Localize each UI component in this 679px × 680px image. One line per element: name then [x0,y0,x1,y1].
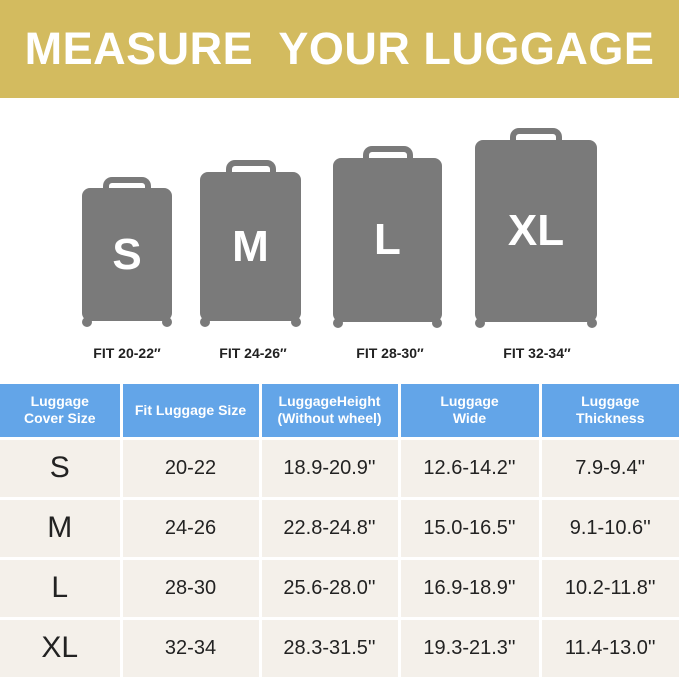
size-letter: S [82,188,172,321]
suitcase-xl: XL [475,128,597,328]
column-header: Fit Luggage Size [119,384,262,440]
table-cell: 25.6-28.0'' [258,556,401,620]
table-cell: 7.9-9.4'' [538,436,679,500]
suitcase-s: S [82,177,172,327]
table-cell: S [0,436,123,500]
suitcase-l: L [333,146,442,328]
table-cell: 18.9-20.9'' [258,436,401,500]
fit-label: FIT 24-26″ [219,345,287,361]
table-cell: 12.6-14.2'' [397,436,542,500]
table-cell: 28.3-31.5'' [258,616,401,680]
table-cell: 28-30 [119,556,262,620]
column-header: Luggage Wide [397,384,542,440]
table-cell: L [0,556,123,620]
table-row: S 20-22 18.9-20.9'' 12.6-14.2'' 7.9-9.4'' [0,436,679,500]
handle-icon [510,128,562,146]
column-header: Luggage Cover Size [0,384,123,440]
table-cell: XL [0,616,123,680]
table-cell: 32-34 [119,616,262,680]
column-header: LuggageHeight (Without wheel) [258,384,401,440]
size-letter: XL [475,140,597,322]
table-cell: 9.1-10.6'' [538,496,679,560]
table-cell: 10.2-11.8'' [538,556,679,620]
table-row: M 24-26 22.8-24.8'' 15.0-16.5'' 9.1-10.6'' [0,496,679,560]
table-header-row: Luggage Cover Size Fit Luggage Size Lugg… [0,384,679,440]
table-cell: 11.4-13.0'' [538,616,679,680]
fit-label: FIT 32-34″ [503,345,571,361]
table-cell: 15.0-16.5'' [397,496,542,560]
size-letter: M [200,172,301,321]
suitcase-m: M [200,160,301,327]
title-banner: MEASURE YOUR LUGGAGE [0,0,679,98]
handle-icon [103,177,151,193]
table-cell: 22.8-24.8'' [258,496,401,560]
page-title: MEASURE YOUR LUGGAGE [24,23,655,74]
fit-label: FIT 20-22″ [93,345,161,361]
handle-icon [225,160,276,177]
column-header: Luggage Thickness [538,384,679,440]
table-row: XL 32-34 28.3-31.5'' 19.3-21.3'' 11.4-13.0'' [0,616,679,680]
size-table: Luggage Cover Size Fit Luggage Size Lugg… [0,384,679,680]
table-row: L 28-30 25.6-28.0'' 16.9-18.9'' 10.2-11.8'' [0,556,679,620]
table-cell: 24-26 [119,496,262,560]
table-cell: 19.3-21.3'' [397,616,542,680]
size-letter: L [333,158,442,322]
table-cell: 16.9-18.9'' [397,556,542,620]
table-cell: M [0,496,123,560]
handle-icon [362,146,413,164]
fit-label: FIT 28-30″ [356,345,424,361]
table-cell: 20-22 [119,436,262,500]
